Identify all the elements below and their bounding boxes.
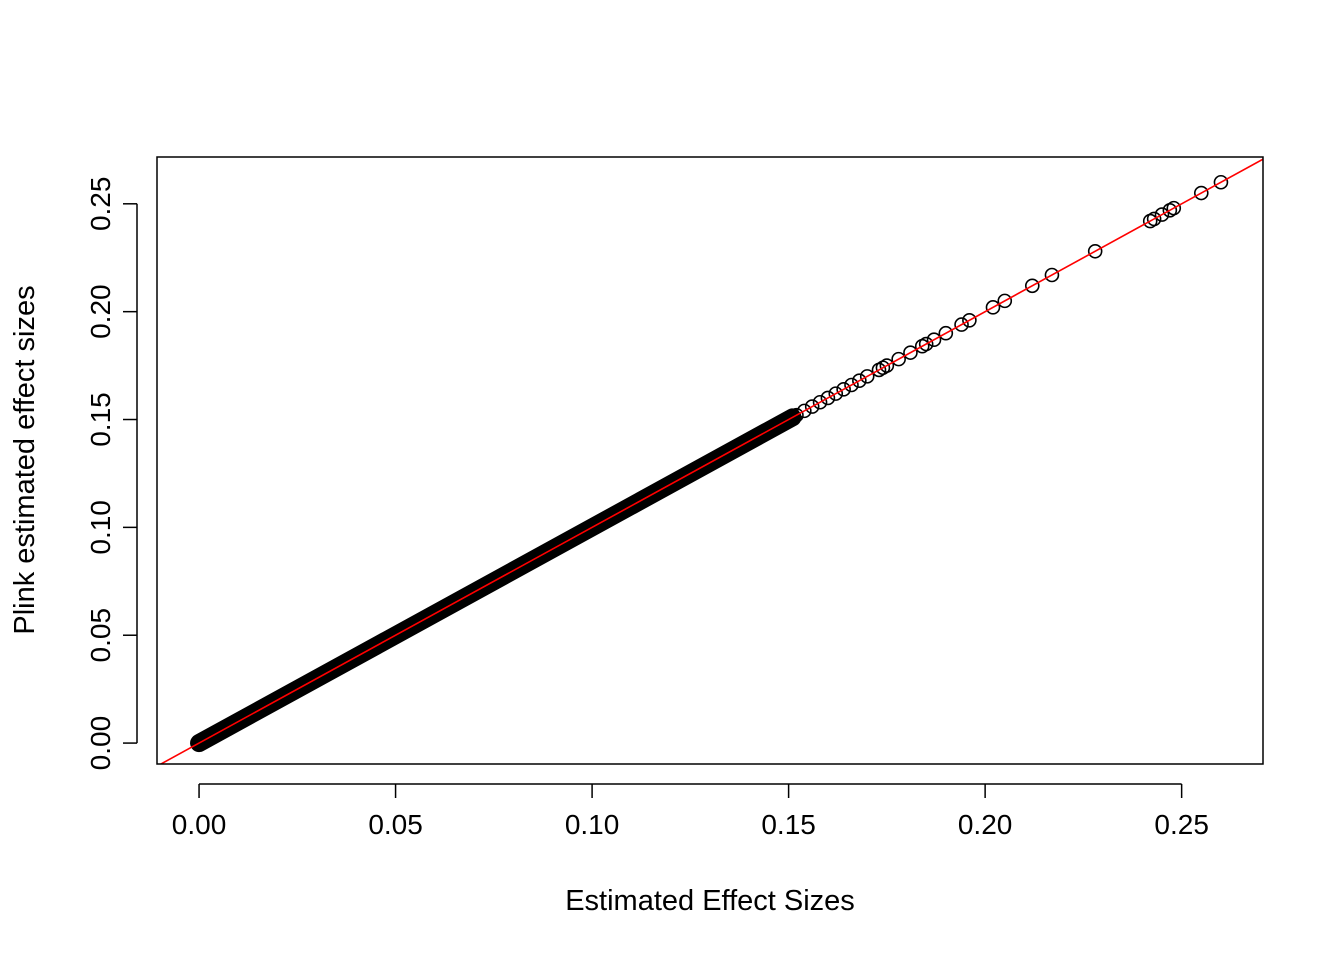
data-point bbox=[938, 325, 954, 341]
x-tick-label: 0.15 bbox=[761, 809, 816, 840]
x-tick-label: 0.10 bbox=[565, 809, 620, 840]
y-tick-label: 0.20 bbox=[85, 284, 116, 339]
data-point bbox=[1087, 243, 1103, 259]
x-axis: 0.00 0.05 0.10 0.15 0.20 0.25 bbox=[172, 783, 1209, 840]
data-point bbox=[926, 332, 942, 348]
data-point bbox=[879, 358, 895, 373]
reference-line-layer bbox=[159, 158, 1263, 764]
x-tick-label: 0.20 bbox=[958, 809, 1013, 840]
data-point bbox=[797, 403, 812, 419]
x-tick-label: 0.25 bbox=[1154, 809, 1209, 840]
data-point bbox=[789, 407, 804, 423]
y-tick-label: 0.10 bbox=[85, 500, 116, 555]
data-point bbox=[1154, 207, 1170, 222]
y-axis: 0.00 0.05 0.10 0.15 0.20 0.25 bbox=[85, 177, 138, 771]
data-point bbox=[812, 394, 828, 410]
data-point bbox=[804, 399, 820, 414]
y-tick-label: 0.05 bbox=[85, 608, 116, 663]
plot-frame bbox=[156, 156, 1264, 765]
y-tick-label: 0.25 bbox=[85, 177, 116, 232]
data-point bbox=[1166, 200, 1182, 216]
data-point bbox=[820, 390, 836, 406]
data-point bbox=[836, 382, 851, 397]
data-point bbox=[1024, 278, 1040, 294]
data-point bbox=[997, 293, 1013, 309]
x-axis-title: Estimated Effect Sizes bbox=[565, 885, 855, 917]
data-point bbox=[859, 369, 875, 384]
data-point bbox=[962, 312, 977, 328]
data-point bbox=[852, 373, 867, 388]
y-tick-label: 0.15 bbox=[85, 392, 116, 447]
x-tick-label: 0.05 bbox=[368, 809, 423, 840]
data-point bbox=[903, 345, 918, 360]
y-axis-title: Plink estimated effect sizes bbox=[9, 285, 41, 634]
data-point bbox=[985, 300, 1001, 315]
data-point bbox=[1193, 185, 1209, 201]
data-point bbox=[1044, 267, 1060, 283]
data-point bbox=[918, 336, 934, 352]
identity-line bbox=[159, 158, 1263, 764]
y-tick-label: 0.00 bbox=[85, 716, 116, 771]
data-point bbox=[954, 317, 969, 332]
x-tick-label: 0.00 bbox=[172, 809, 227, 840]
data-point bbox=[1213, 174, 1229, 190]
data-point bbox=[891, 351, 906, 367]
data-point bbox=[828, 386, 844, 401]
data-point bbox=[1146, 211, 1162, 227]
data-point bbox=[844, 377, 859, 393]
